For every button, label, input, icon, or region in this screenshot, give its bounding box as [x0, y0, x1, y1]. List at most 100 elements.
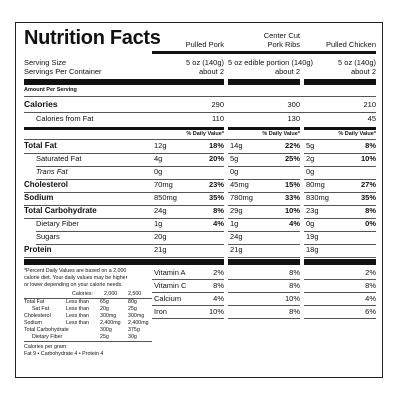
daily-value-header: % Daily Value* — [262, 131, 300, 137]
nutrient-label: Saturated Fat — [36, 154, 82, 163]
footnote-line: calorie diet. Your daily values may be h… — [24, 275, 128, 281]
nutrient-label: Trans Fat — [36, 167, 68, 176]
vitamin-label: Iron — [154, 307, 167, 316]
vitamin-value: 8% — [289, 307, 300, 316]
nutrient-rule-col — [228, 153, 300, 154]
vitamin-rule — [304, 292, 376, 293]
nutrient-rule — [24, 218, 152, 219]
nutrient-rule-col — [228, 244, 300, 245]
nutrient-rule-col — [228, 257, 300, 258]
vitamin-value: 8% — [365, 281, 376, 290]
nutrient-rule-col — [152, 244, 224, 245]
nutrient-rule-col — [304, 153, 376, 154]
thick-rule-2-col — [304, 259, 376, 265]
thick-rule-1 — [24, 79, 152, 85]
vitamin-value: 6% — [365, 307, 376, 316]
nutrient-rule-col — [304, 257, 376, 258]
ref-nutrient: Cholesterol — [24, 313, 51, 319]
calories-from-fat-label: Calories from Fat — [36, 114, 94, 123]
per-gram-values: Fat 9 • Carbohydrate 4 • Protein 4 — [24, 351, 104, 357]
vitamin-rule — [228, 279, 300, 280]
vitamin-rule — [228, 318, 300, 319]
ref-rule-bottom — [24, 341, 152, 342]
ref-val-2000: 65g — [100, 299, 109, 305]
nutrient-amount: 29g — [230, 206, 243, 215]
nutrient-rule-col — [152, 179, 224, 180]
nutrient-rule — [24, 153, 152, 154]
ref-rule — [24, 298, 152, 299]
nutrient-amount: 830mg — [306, 193, 329, 202]
nutrient-dv: 22% — [284, 141, 300, 150]
nutrient-label: Cholesterol — [24, 180, 69, 189]
nutrient-rule-col — [228, 218, 300, 219]
thick-rule-col — [152, 79, 224, 85]
ref-val-2500: 25g — [128, 306, 137, 312]
vitamin-rule — [304, 305, 376, 306]
nutrient-dv: 35% — [360, 193, 376, 202]
column-header: Center Cut — [263, 31, 300, 40]
nutrient-rule-col — [228, 166, 300, 167]
ref-limit: Less than — [66, 299, 89, 305]
ref-nutrient: Sat Fat — [32, 306, 50, 312]
nutrient-dv: 35% — [208, 193, 224, 202]
medium-rule-col — [152, 127, 224, 130]
column-header: Pulled Pork — [185, 40, 224, 49]
nutrient-amount: 5g — [306, 141, 315, 150]
nutrient-amount: 2g — [306, 154, 315, 163]
vitamin-value: 4% — [365, 294, 376, 303]
nutrient-rule-col — [304, 192, 376, 193]
nutrient-rule-col — [152, 192, 224, 193]
calories-value: 300 — [287, 100, 300, 109]
nutrient-rule — [36, 231, 152, 232]
ref-val-2000: 20g — [100, 306, 109, 312]
nutrient-amount: 45mg — [230, 180, 249, 189]
servings-value: about 2 — [198, 67, 224, 76]
nutrient-label: Sugars — [36, 232, 60, 241]
ref-val-2000: 300g — [100, 327, 112, 333]
vitamin-value: 2% — [213, 268, 224, 277]
nutrient-amount: 21g — [154, 245, 167, 254]
nutrient-rule-col — [152, 153, 224, 154]
nutrient-amount: 23g — [306, 206, 319, 215]
nutrient-dv: 0% — [365, 219, 376, 228]
nutrient-amount: 5g — [230, 154, 239, 163]
thick-rule-2-col — [152, 259, 224, 265]
vitamin-rule — [228, 305, 300, 306]
nutrient-label: Dietary Fiber — [36, 219, 79, 228]
vitamin-value: 8% — [289, 268, 300, 277]
nutrient-dv: 8% — [213, 206, 224, 215]
nutrient-rule-col — [228, 231, 300, 232]
footnote-line: or lower depending on your calorie needs… — [24, 282, 123, 288]
nutrient-rule-col — [304, 218, 376, 219]
ref-val-2000: 2,400mg — [100, 320, 121, 326]
ref-nutrient: Sodium — [24, 320, 42, 326]
nutrient-rule-col — [152, 218, 224, 219]
nutrient-amount: 80mg — [306, 180, 325, 189]
ref-nutrient: Total Carbohydrate — [24, 327, 69, 333]
vitamin-rule — [228, 292, 300, 293]
nutrient-rule-col — [304, 231, 376, 232]
nutrient-rule — [36, 244, 152, 245]
ref-nutrient: Dietary Fiber — [32, 334, 63, 340]
nutrition-label: Nutrition Facts Pulled Pork Center Cut Por… — [15, 22, 383, 378]
nutrient-label: Total Carbohydrate — [24, 206, 97, 215]
ref-val-2000: 25g — [100, 334, 109, 340]
vitamin-rule — [152, 305, 224, 306]
calories-label: Calories — [24, 99, 58, 109]
nutrient-amount: 0g — [306, 167, 315, 176]
nutrient-amount: 0g — [154, 167, 163, 176]
vitamin-value: 10% — [284, 294, 300, 303]
column-header: Pulled Chicken — [325, 40, 376, 49]
nutrient-rule-col — [152, 166, 224, 167]
vitamin-rule — [152, 279, 224, 280]
medium-rule — [24, 127, 152, 130]
nutrient-dv: 27% — [360, 180, 376, 189]
rule-cal — [24, 112, 376, 113]
nutrient-amount: 24g — [154, 206, 167, 215]
nutrient-rule-col — [228, 192, 300, 193]
vitamin-label: Vitamin C — [154, 281, 187, 290]
vitamin-value: 8% — [213, 281, 224, 290]
nutrient-label: Sodium — [24, 193, 54, 202]
nutrient-amount: 12g — [154, 141, 167, 150]
nutrient-dv: 4% — [289, 219, 300, 228]
